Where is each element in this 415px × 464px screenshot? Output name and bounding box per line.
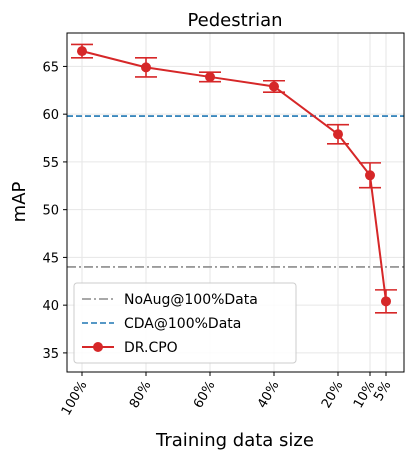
- x-tick-label: 60%: [191, 379, 218, 412]
- legend-box: [73, 282, 297, 364]
- y-tick-label: 65: [42, 60, 59, 75]
- y-axis-ticks: 35 40 45 50 55 60 65: [42, 60, 67, 362]
- y-tick-label: 40: [42, 299, 59, 314]
- x-axis-title: Training data size: [155, 430, 314, 451]
- legend-label: CDA@100%Data: [124, 316, 241, 332]
- plot-frame: [66, 32, 405, 373]
- data-series: [71, 43, 397, 314]
- legend-marker: [93, 342, 103, 352]
- legend-label: NoAug@100%Data: [124, 292, 258, 308]
- y-tick-label: 55: [42, 156, 59, 171]
- data-point: [269, 81, 279, 92]
- data-point: [333, 129, 343, 140]
- y-tick-label: 60: [42, 108, 59, 123]
- x-axis-ticks: 100% 80% 60% 40% 20% 10%5%: [59, 372, 394, 419]
- x-tick-label: 20%: [319, 379, 346, 412]
- data-point: [381, 296, 391, 307]
- data-point: [205, 71, 215, 82]
- reference-lines: [67, 115, 404, 268]
- legend: NoAug@100%Data CDA@100%Data DR.CPO: [73, 282, 297, 364]
- x-tick-label: 5%: [371, 379, 394, 404]
- y-tick-label: 45: [42, 251, 59, 266]
- chart-title: Pedestrian: [187, 10, 282, 31]
- y-tick-label: 50: [42, 204, 59, 219]
- x-tick-label: 100%: [59, 379, 91, 419]
- data-point: [77, 46, 87, 57]
- data-point: [365, 170, 375, 181]
- y-tick-label: 35: [42, 347, 59, 362]
- x-tick-label: 80%: [127, 379, 154, 412]
- x-tick-label: 40%: [255, 379, 282, 412]
- series-line: [81, 50, 387, 302]
- data-point: [141, 62, 151, 73]
- y-axis-title: mAP: [9, 182, 30, 223]
- legend-label: DR.CPO: [124, 340, 178, 356]
